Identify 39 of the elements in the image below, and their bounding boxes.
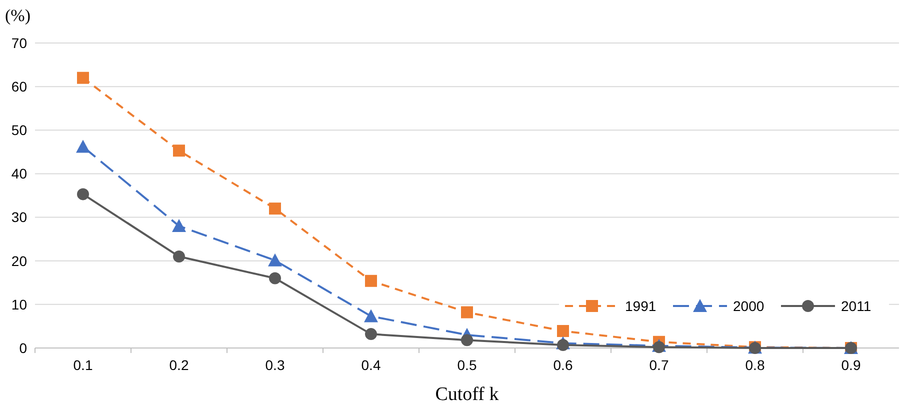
x-tick-label: 0.4 <box>361 357 381 373</box>
legend-label: 1991 <box>625 298 656 314</box>
y-tick-label: 30 <box>11 209 28 226</box>
point <box>365 274 377 287</box>
y-tick-label: 70 <box>11 34 28 51</box>
legend-label: 2000 <box>733 298 764 314</box>
point <box>77 188 89 200</box>
legend-label: 2011 <box>841 298 872 314</box>
point <box>172 219 186 232</box>
point <box>557 325 569 338</box>
point <box>461 334 473 346</box>
point <box>557 338 569 351</box>
y-axis-title: (%) <box>5 6 30 25</box>
y-tick-label: 60 <box>11 78 28 94</box>
point <box>268 253 282 266</box>
y-tick-label: 40 <box>11 166 28 182</box>
point <box>461 306 473 318</box>
x-tick-label: 0.5 <box>457 357 477 373</box>
x-tick-label: 0.1 <box>73 357 93 373</box>
x-tick-label: 0.7 <box>649 357 669 373</box>
point <box>77 72 89 84</box>
y-tick-label: 50 <box>11 122 28 138</box>
point <box>365 328 377 340</box>
point <box>364 309 378 322</box>
y-tick-label: 0 <box>19 340 28 356</box>
point <box>173 250 185 262</box>
y-tick-label: 20 <box>11 252 28 269</box>
point <box>76 140 90 153</box>
x-tick-label: 0.8 <box>745 357 765 373</box>
x-tick-label: 0.9 <box>841 357 861 373</box>
point <box>269 272 281 284</box>
point <box>653 341 665 354</box>
point <box>173 144 185 157</box>
x-tick-label: 0.6 <box>553 357 573 373</box>
x-tick-label: 0.3 <box>265 357 285 373</box>
y-tick-label: 10 <box>11 296 28 312</box>
x-axis-title: Cutoff k <box>435 384 500 405</box>
x-tick-label: 0.2 <box>169 357 189 373</box>
point <box>269 202 281 215</box>
